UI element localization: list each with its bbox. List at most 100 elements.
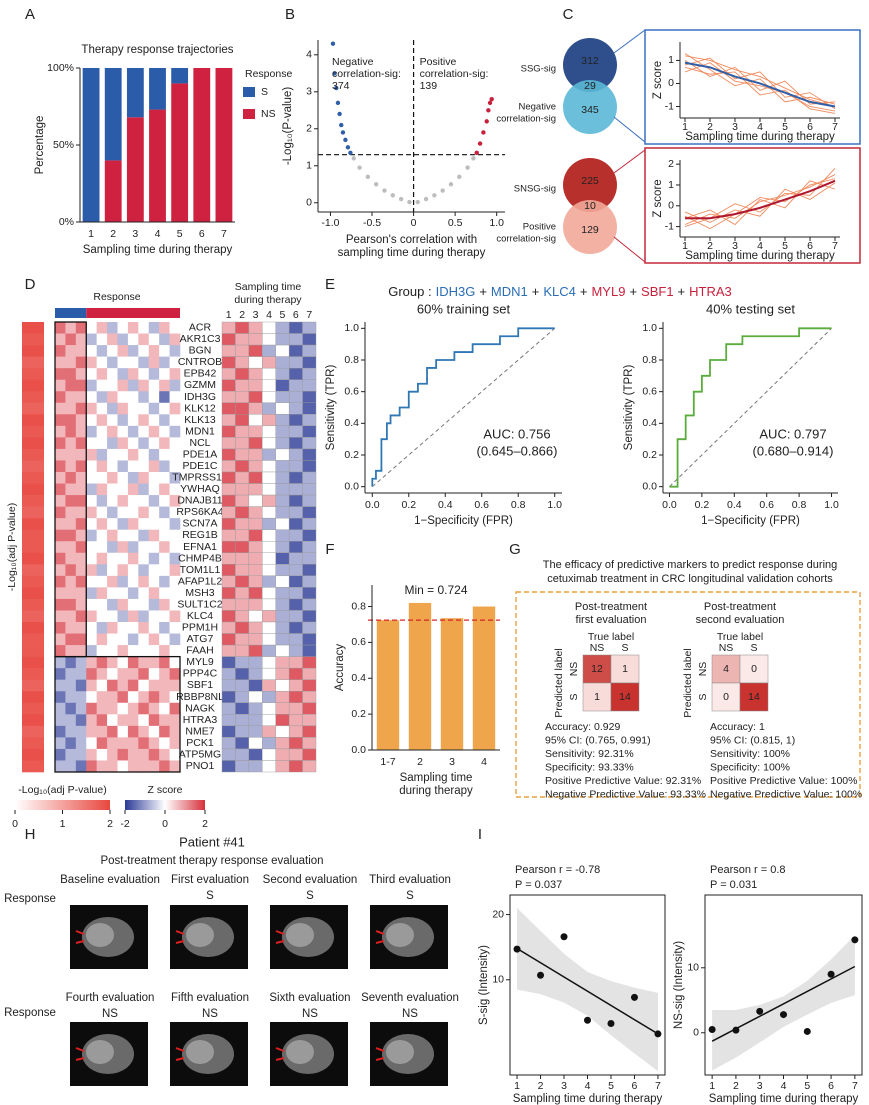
venn-circle bbox=[563, 80, 617, 134]
heatmap-cell bbox=[288, 356, 303, 369]
matrix-value: 4 bbox=[723, 663, 729, 675]
heatmap-cell bbox=[75, 483, 87, 496]
heatmap-cell bbox=[138, 495, 150, 507]
pvalue-cell bbox=[22, 541, 44, 554]
heatmap-cell bbox=[75, 541, 87, 554]
heatmap-cell bbox=[248, 656, 263, 669]
heatmap-cell bbox=[262, 321, 276, 334]
y-tick-label: 0.8 bbox=[344, 354, 359, 366]
point bbox=[780, 1011, 787, 1019]
heatmap-cell bbox=[221, 356, 236, 369]
heatmap-cell bbox=[96, 506, 108, 519]
formula-gene: SBF1 bbox=[641, 284, 674, 299]
heatmap-cell bbox=[117, 368, 129, 380]
heatmap-cell bbox=[169, 633, 181, 646]
heatmap-cell bbox=[86, 575, 97, 588]
venn-set-label: correlation-sig bbox=[496, 114, 556, 125]
bar-segment bbox=[126, 117, 144, 222]
heatmap-cell bbox=[96, 437, 108, 450]
heatmap-cell bbox=[55, 587, 66, 600]
matrix-cell bbox=[711, 654, 741, 684]
panel-letter: I bbox=[478, 826, 482, 843]
heatmap-cell bbox=[248, 471, 263, 484]
heatmap-cell bbox=[302, 414, 317, 427]
x-tick-label: 7 bbox=[221, 228, 227, 240]
series-line bbox=[684, 60, 836, 105]
heatmap-cell bbox=[159, 529, 170, 542]
heatmap-cell bbox=[107, 460, 118, 473]
bar-segment bbox=[171, 83, 189, 223]
heatmap-cell bbox=[235, 437, 250, 450]
heatmap-cell bbox=[221, 344, 236, 357]
heatmap-cell bbox=[127, 587, 139, 600]
heatmap-cell bbox=[288, 402, 303, 415]
y-tick-label: 0.8 bbox=[642, 354, 657, 366]
x-tick-label: -1.0 bbox=[321, 217, 339, 229]
heatmap-cell bbox=[288, 621, 303, 634]
heatmap-cell bbox=[221, 644, 236, 657]
heatmap-cell bbox=[96, 402, 108, 415]
group-outline bbox=[54, 655, 181, 773]
heatmap-cell bbox=[75, 518, 87, 530]
point bbox=[537, 971, 545, 979]
mri-organ bbox=[186, 923, 214, 947]
heatmap-cell bbox=[288, 656, 303, 669]
heatmap-cell bbox=[138, 356, 150, 369]
heatmap-cell bbox=[127, 645, 139, 657]
heatmap-cell bbox=[221, 667, 236, 680]
heatmap-cell bbox=[65, 425, 77, 438]
x-tick-label: 1 bbox=[682, 240, 688, 252]
heatmap-cell bbox=[159, 356, 170, 369]
heatmap-cell bbox=[159, 425, 170, 438]
y-axis-label: -Log₁₀(P-value) bbox=[282, 87, 294, 165]
y-axis-label: S-sig (Intensity) bbox=[478, 945, 490, 1025]
gene-label: REG1B bbox=[182, 529, 218, 541]
bar-segment bbox=[126, 68, 144, 118]
x-tick-label: 0.0 bbox=[365, 499, 380, 511]
response-label: NS bbox=[202, 1008, 218, 1020]
heatmap-cell bbox=[75, 748, 87, 761]
heatmap-cell bbox=[55, 564, 66, 577]
heatmap-cell bbox=[117, 575, 129, 588]
pvalue-cell bbox=[22, 333, 44, 346]
matrix-cell bbox=[610, 654, 640, 684]
column-label: 1 bbox=[226, 309, 232, 321]
heatmap-cell bbox=[148, 552, 160, 565]
group-formula: Group : IDH3G + MDN1 + KLC4 + MYL9 + SBF1 + HTRA3 bbox=[388, 284, 732, 299]
heatmap-cell bbox=[302, 483, 317, 496]
formula-prefix: Group : bbox=[388, 284, 431, 299]
y-tick-label: 2 bbox=[306, 123, 312, 135]
heatmap-cell bbox=[221, 517, 236, 530]
series-line bbox=[684, 55, 836, 107]
bar-segment bbox=[104, 160, 122, 222]
heatmap-cell bbox=[248, 667, 263, 680]
pvalue-cell bbox=[22, 379, 44, 392]
pvalue-cell bbox=[22, 448, 44, 461]
heatmap-cell bbox=[169, 541, 181, 554]
panel-title: The efficacy of predictive markers to pr… bbox=[543, 559, 838, 571]
heatmap-cell bbox=[96, 460, 108, 473]
mri-arrow bbox=[75, 930, 85, 944]
heatmap-cell bbox=[248, 541, 263, 553]
point bbox=[340, 130, 346, 135]
panel-frame bbox=[644, 147, 861, 264]
heatmap-cell bbox=[275, 402, 290, 415]
heatmap-cell bbox=[75, 333, 87, 346]
heatmap-cell bbox=[159, 379, 170, 392]
heatmap-cell bbox=[169, 425, 181, 438]
matrix-title: Post-treatment bbox=[704, 601, 776, 613]
heatmap-cell bbox=[275, 506, 290, 519]
heatmap-cell bbox=[221, 564, 236, 577]
heatmap-cell bbox=[55, 529, 66, 542]
heatmap-cell bbox=[169, 402, 181, 415]
heatmap-cell bbox=[107, 737, 118, 750]
heatmap-cell bbox=[96, 575, 108, 588]
heatmap-cell bbox=[127, 656, 139, 669]
pvalue-cell bbox=[22, 633, 44, 646]
heatmap-cell bbox=[86, 737, 97, 750]
heatmap-cell bbox=[107, 333, 118, 346]
row-label: Response bbox=[4, 1007, 56, 1019]
heatmap-cell bbox=[288, 460, 303, 473]
heatmap-cell bbox=[96, 448, 108, 461]
